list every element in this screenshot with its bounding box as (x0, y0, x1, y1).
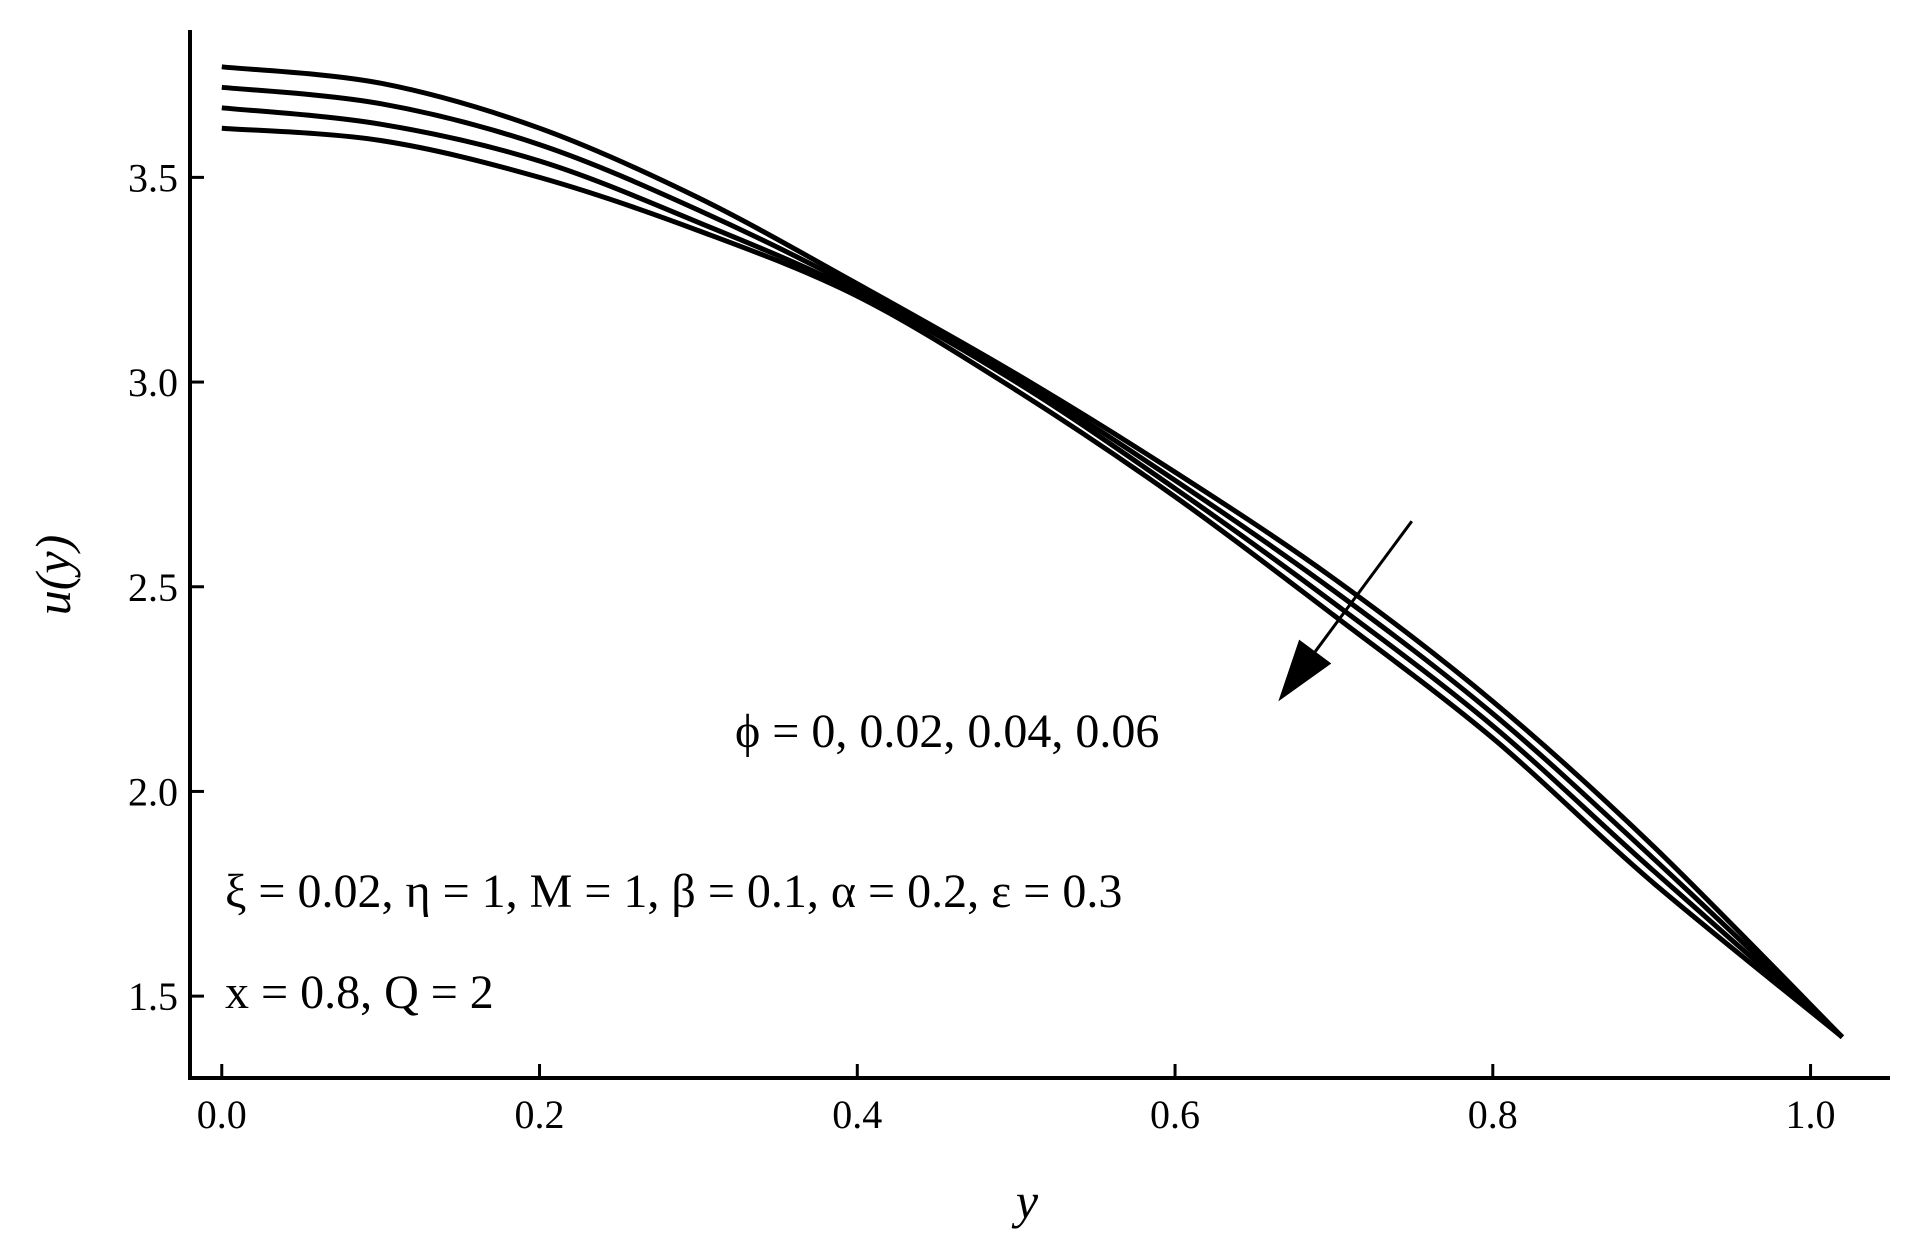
x-tick-label: 0.8 (1468, 1092, 1518, 1137)
phi-annotation: ϕ = 0, 0.02, 0.04, 0.06 (735, 705, 1159, 758)
y-tick-label: 2.0 (128, 769, 178, 814)
x-tick-label: 0.4 (832, 1092, 882, 1137)
arrow-head (1278, 639, 1332, 702)
series-line-4 (221, 125, 1844, 1040)
y-tick-label: 3.5 (128, 155, 178, 200)
x-tick-label: 1.0 (1786, 1092, 1836, 1137)
x-ticks: 0.0 0.2 0.4 0.6 0.8 1.0 (197, 1064, 1836, 1137)
x-tick-label: 0.2 (515, 1092, 565, 1137)
y-tick-label: 3.0 (128, 360, 178, 405)
y-ticks: 1.5 2.0 2.5 3.0 3.5 (128, 155, 204, 1019)
axes (188, 30, 1890, 1080)
arrow-shaft (1314, 520, 1413, 653)
y-tick-label: 1.5 (128, 974, 178, 1019)
parameters-annotation-line2: x = 0.8, Q = 2 (225, 966, 494, 1019)
series-line-1 (221, 64, 1845, 1039)
parameter-arrow (1278, 520, 1413, 702)
x-tick-label: 0.0 (197, 1092, 247, 1137)
series-line-3 (221, 105, 1844, 1039)
parameters-annotation-line1: ξ = 0.02, η = 1, M = 1, β = 0.1, α = 0.2… (225, 865, 1122, 918)
curves (221, 64, 1845, 1040)
x-axis-title: y (1011, 1173, 1039, 1229)
y-axis-title: u(y) (25, 535, 81, 616)
series-line-2 (221, 84, 1845, 1039)
y-tick-label: 2.5 (128, 565, 178, 610)
x-tick-label: 0.6 (1150, 1092, 1200, 1137)
